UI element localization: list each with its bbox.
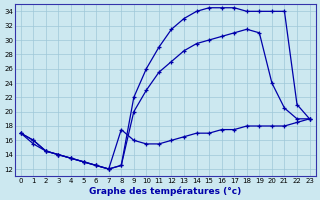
X-axis label: Graphe des températures (°c): Graphe des températures (°c): [89, 186, 241, 196]
